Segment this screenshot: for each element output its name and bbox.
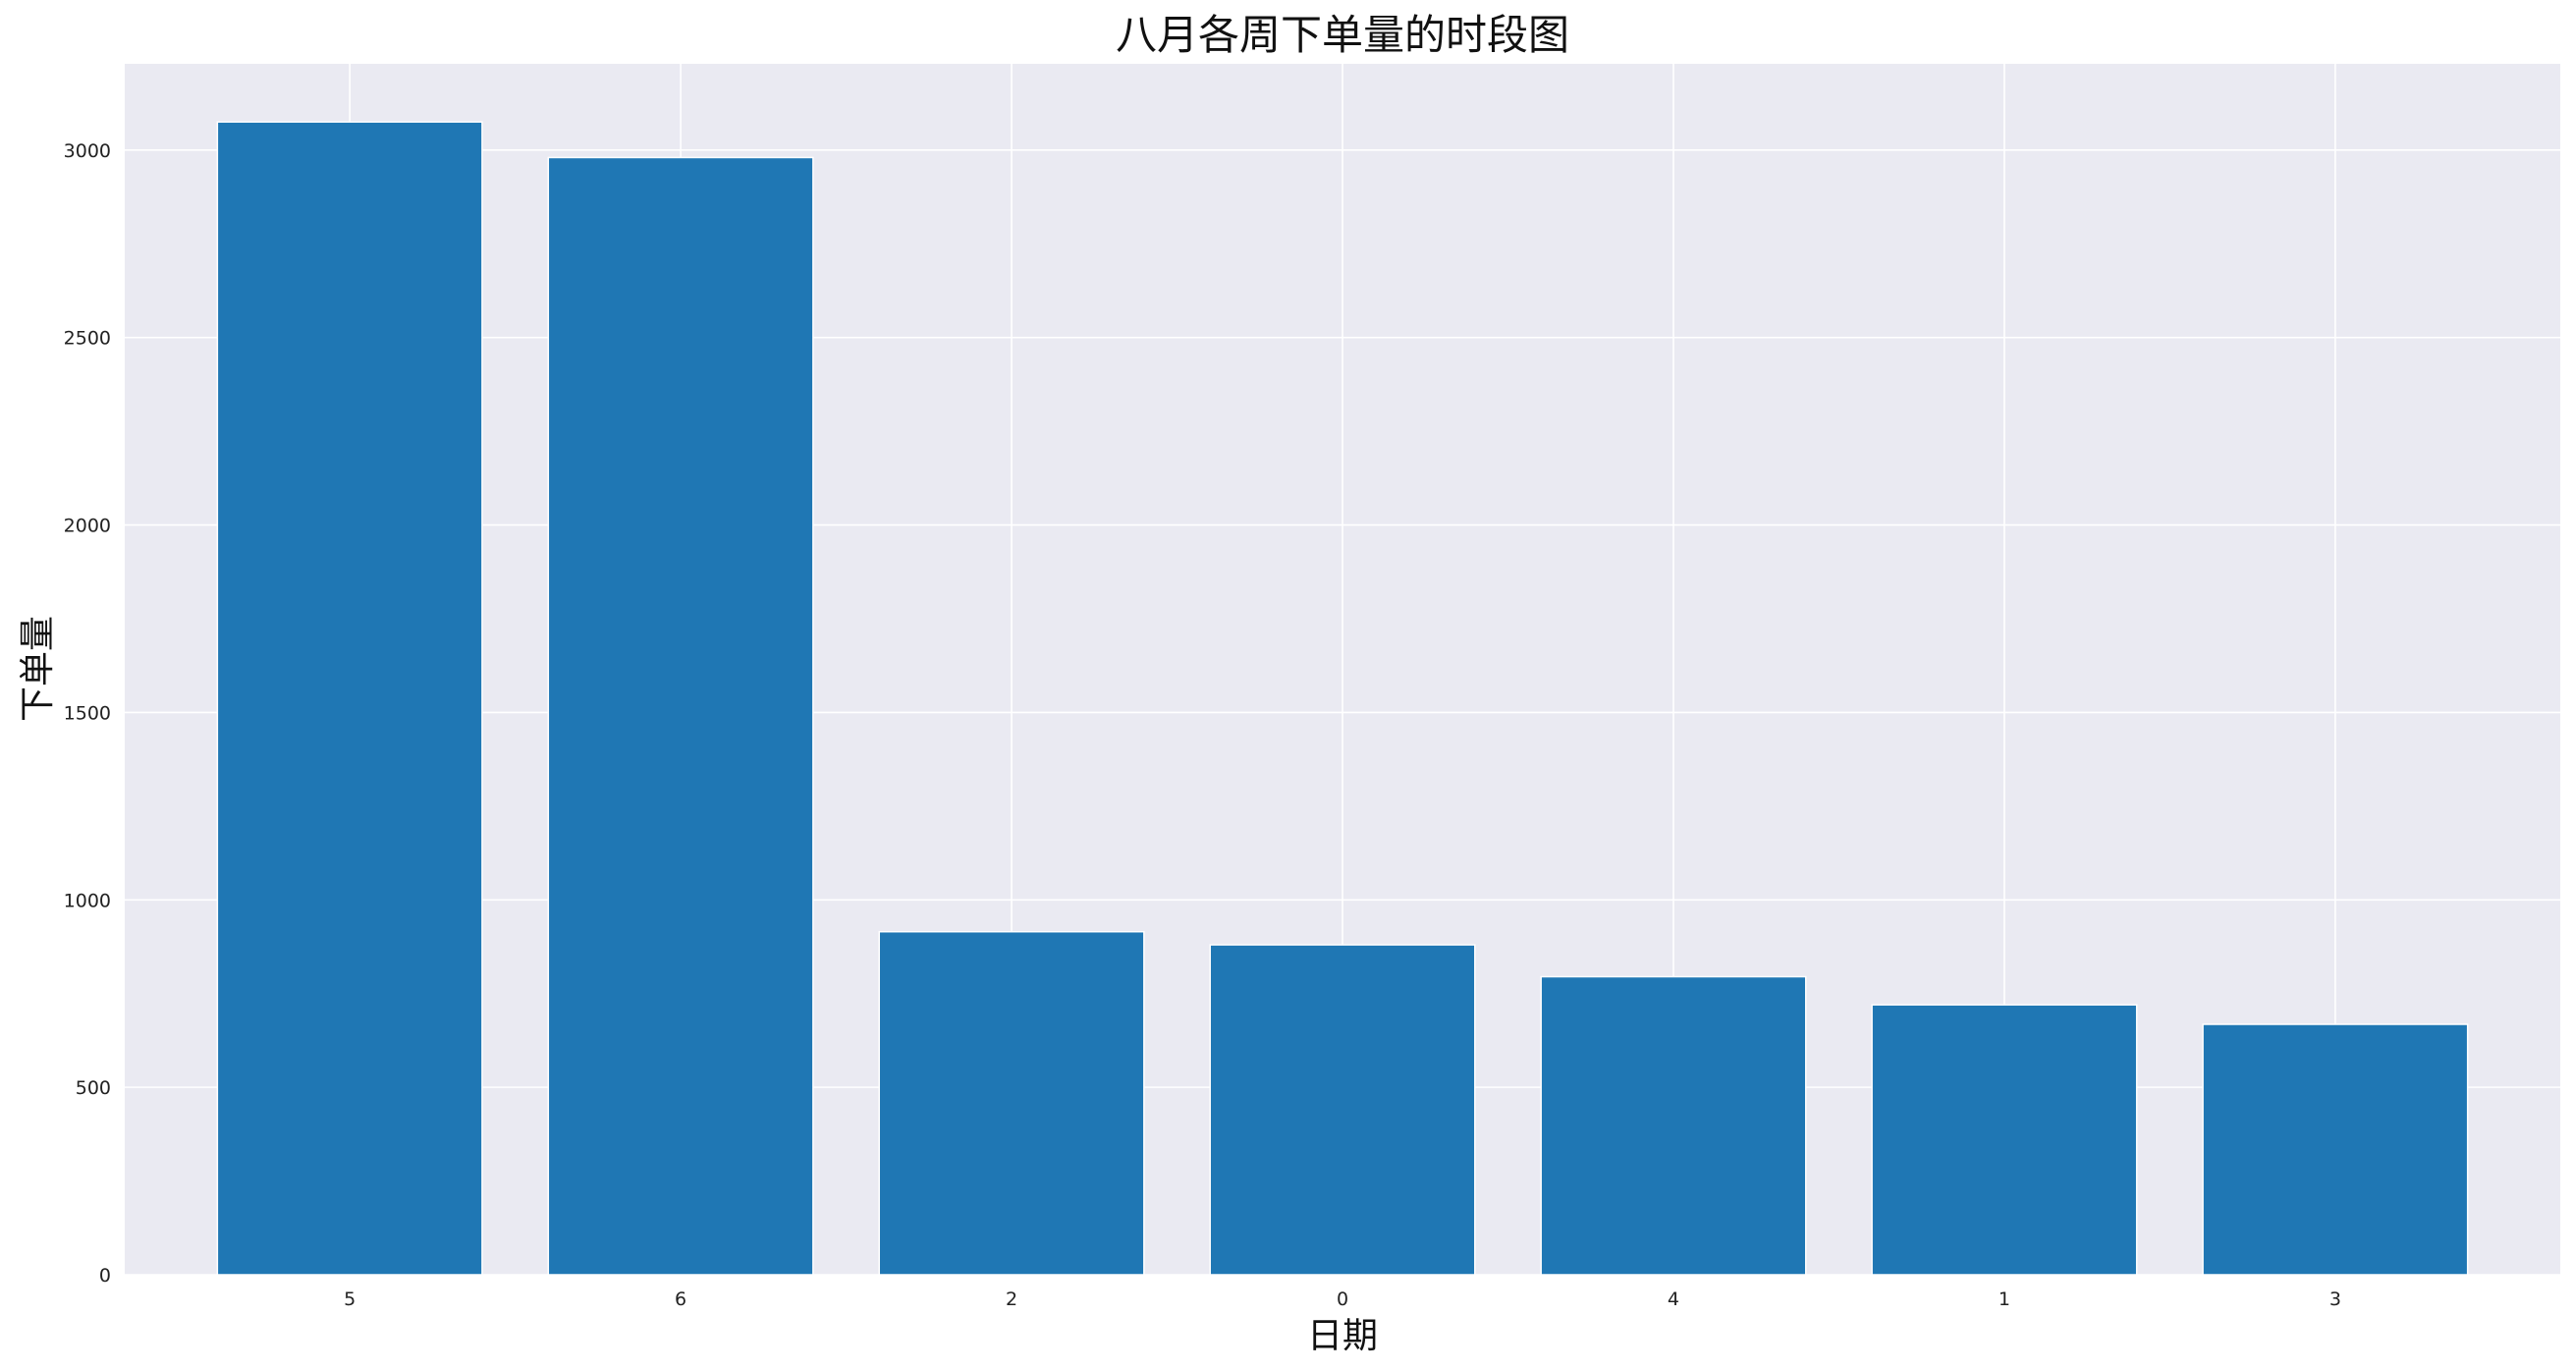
y-tick-label: 2500 [64, 328, 111, 350]
x-tick-label: 2 [1006, 1289, 1017, 1310]
ticks: 0 500 1000 1500 2000 2500 3000 5 6 2 0 4 1 3 [64, 140, 2341, 1310]
x-tick-label: 6 [675, 1289, 686, 1310]
y-tick-label: 1000 [64, 890, 111, 911]
y-tick-label: 500 [76, 1077, 111, 1099]
x-tick-label: 4 [1668, 1289, 1679, 1310]
x-tick-label: 1 [1999, 1289, 2010, 1310]
chart-title: 八月各周下单量的时段图 [1116, 11, 1569, 59]
bar [1540, 975, 1807, 1276]
bar [1209, 944, 1476, 1276]
bar [878, 930, 1145, 1276]
x-tick-label: 0 [1337, 1289, 1348, 1310]
y-axis-label: 下单量 [18, 616, 58, 722]
x-axis-label: 日期 [1307, 1316, 1378, 1356]
y-tick-label: 2000 [64, 516, 111, 537]
bar [2202, 1023, 2469, 1276]
y-tick-label: 3000 [64, 140, 111, 162]
bar [547, 156, 814, 1276]
y-tick-label: 1500 [64, 702, 111, 724]
y-tick-label: 0 [99, 1265, 111, 1287]
x-tick-label: 5 [344, 1289, 356, 1310]
bar [1871, 1004, 2138, 1276]
bars [216, 121, 2469, 1276]
x-tick-label: 3 [2329, 1289, 2341, 1310]
bar [216, 121, 483, 1276]
